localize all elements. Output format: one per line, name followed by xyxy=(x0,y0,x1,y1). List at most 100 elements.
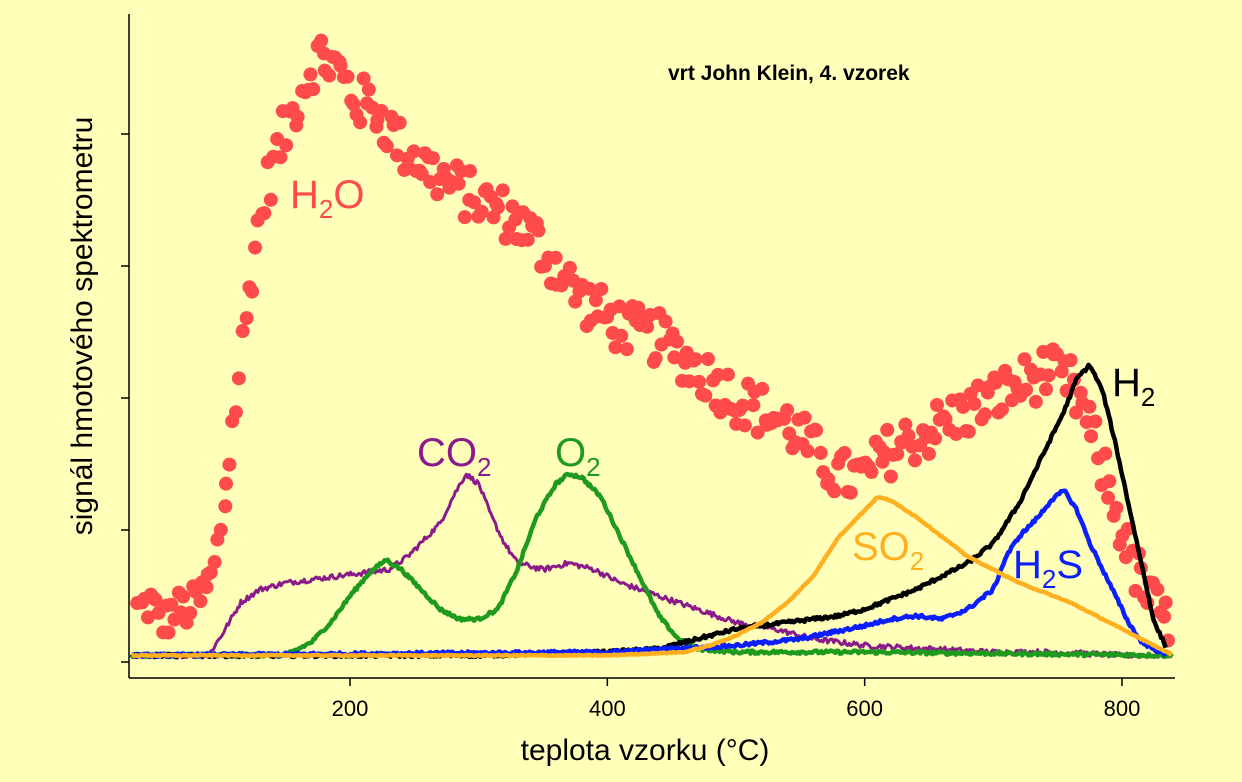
h2o-data-point xyxy=(290,109,305,124)
h2o-data-point xyxy=(263,192,278,207)
h2o-data-point xyxy=(193,594,208,609)
h2o-data-point xyxy=(148,592,163,607)
h2o-data-point xyxy=(273,150,288,165)
h2o-data-point xyxy=(257,206,272,221)
h2o-data-point xyxy=(711,367,726,382)
h2o-data-point xyxy=(843,485,858,500)
h2o-data-point xyxy=(562,260,577,275)
h2o-data-point xyxy=(735,398,750,413)
x-axis-label: teplota vzorku (°C) xyxy=(521,734,770,767)
series-label-h2s: H2S xyxy=(1013,543,1083,594)
h2o-data-point xyxy=(970,378,985,393)
h2o-data-point xyxy=(921,446,936,461)
h2o-data-point xyxy=(498,231,513,246)
h2o-data-point xyxy=(640,319,655,334)
h2o-data-point xyxy=(956,399,971,414)
h2o-data-point xyxy=(390,148,405,163)
h2o-data-point xyxy=(994,402,1009,417)
h2o-data-point xyxy=(938,412,953,427)
h2o-data-point xyxy=(837,445,852,460)
h2o-data-point xyxy=(379,139,394,154)
h2o-data-point xyxy=(827,484,842,499)
h2o-data-point xyxy=(248,240,263,255)
series-label-o2: O2 xyxy=(555,431,601,482)
h2o-data-point xyxy=(746,398,761,413)
h2o-data-point xyxy=(1039,382,1054,397)
h2o-data-point xyxy=(361,82,376,97)
h2o-data-point xyxy=(667,350,682,365)
h2o-data-point xyxy=(231,371,246,386)
series-so2 xyxy=(130,495,1174,659)
h2o-data-point xyxy=(306,82,321,97)
h2o-data-point xyxy=(961,424,976,439)
h2o-data-point xyxy=(1102,474,1117,489)
h2o-data-point xyxy=(1101,490,1116,505)
x-tick-label: 400 xyxy=(589,696,626,721)
chart-title: vrt John Klein, 4. vzorek xyxy=(668,62,910,85)
h2o-data-point xyxy=(813,445,828,460)
h2o-data-point xyxy=(700,352,715,367)
series-line-o2 xyxy=(129,471,1174,660)
h2o-data-point xyxy=(356,71,371,86)
h2o-data-point xyxy=(880,422,895,437)
h2o-data-point xyxy=(692,374,707,389)
h2o-data-point xyxy=(218,499,233,514)
h2o-data-point xyxy=(1150,582,1165,597)
h2o-data-point xyxy=(698,388,713,403)
h2o-data-point xyxy=(619,342,634,357)
h2o-data-point xyxy=(797,410,812,425)
h2o-data-point xyxy=(1041,368,1056,383)
h2o-data-point xyxy=(1082,399,1097,414)
h2o-data-point xyxy=(1098,446,1113,461)
h2o-data-point xyxy=(490,200,505,215)
h2o-data-point xyxy=(658,314,673,329)
h2o-data-point xyxy=(1158,595,1173,610)
h2o-data-point xyxy=(140,610,155,625)
h2o-data-point xyxy=(967,396,982,411)
h2o-data-point xyxy=(780,403,795,418)
y-axis-ticks xyxy=(121,133,129,663)
h2o-data-point xyxy=(809,423,824,438)
h2o-data-point xyxy=(612,299,627,314)
h2o-data-point xyxy=(1019,382,1034,397)
h2o-data-point xyxy=(1088,414,1103,429)
h2o-data-point xyxy=(930,397,945,412)
h2o-data-point xyxy=(864,465,879,480)
h2o-data-point xyxy=(457,210,472,225)
series-label-h2o: H2O xyxy=(290,173,364,224)
h2o-data-point xyxy=(279,138,294,153)
series-labels: H2O CO2 O2 H2 H2S SO2 xyxy=(290,173,1155,594)
h2o-data-point xyxy=(495,183,510,198)
h2o-data-point xyxy=(1084,429,1099,444)
x-tick-label: 800 xyxy=(1104,696,1141,721)
h2o-data-point xyxy=(392,115,407,130)
h2o-data-point xyxy=(608,340,623,355)
h2o-data-point xyxy=(219,476,234,491)
h2o-data-point xyxy=(737,418,752,433)
h2o-data-point xyxy=(406,144,421,159)
h2o-data-point xyxy=(907,453,922,468)
series-line-so2 xyxy=(130,495,1174,659)
h2o-data-point xyxy=(239,311,254,326)
h2o-data-point xyxy=(520,232,535,247)
h2o-data-point xyxy=(303,67,318,82)
h2o-data-point xyxy=(548,250,563,265)
series-label-co2: CO2 xyxy=(417,431,491,482)
y-axis-label: signál hmotového spektrometru xyxy=(66,117,99,536)
h2o-data-point xyxy=(235,324,250,339)
h2o-data-point xyxy=(648,351,663,366)
h2o-data-point xyxy=(340,69,355,84)
h2o-data-point xyxy=(1063,353,1078,368)
h2o-data-point xyxy=(176,589,191,604)
h2o-data-point xyxy=(222,457,237,472)
h2o-data-point xyxy=(333,58,348,73)
h2o-data-point xyxy=(245,284,260,299)
h2o-data-point xyxy=(582,281,597,296)
h2o-data-point xyxy=(199,580,214,595)
series-label-h2: H2 xyxy=(1112,361,1155,412)
h2o-data-point xyxy=(688,352,703,367)
h2o-data-point xyxy=(1017,352,1032,367)
h2o-data-point xyxy=(531,223,546,238)
h2o-data-point xyxy=(901,428,916,443)
